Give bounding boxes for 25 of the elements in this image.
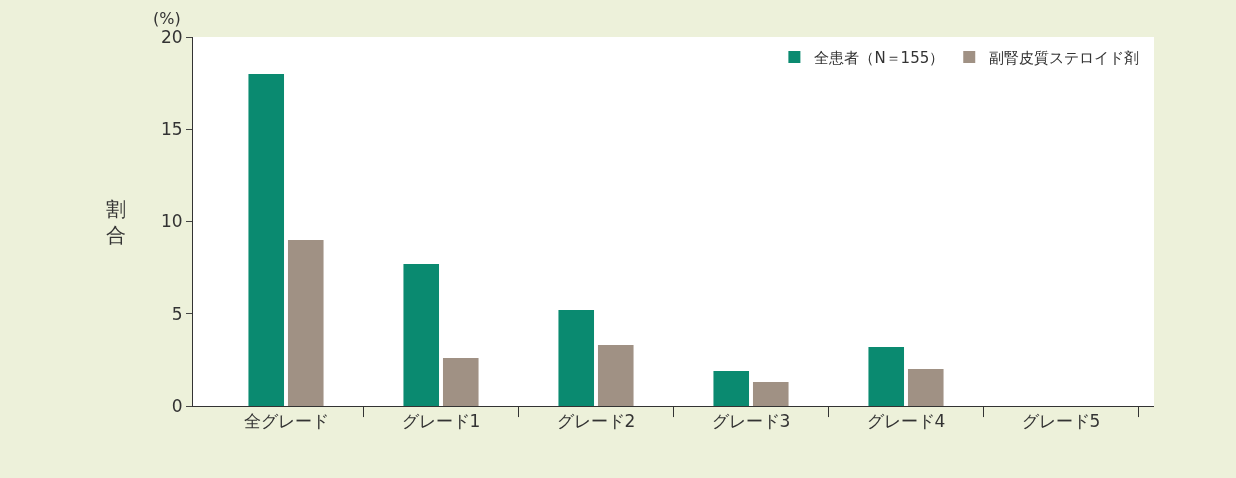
bar [907, 369, 944, 406]
x-tick-label: グレード3 [711, 411, 791, 432]
x-tick-label: 全グレード [243, 411, 329, 432]
y-tick-label: 15 [160, 119, 183, 140]
legend-label: 全患者（N＝155） [814, 48, 945, 67]
x-tick-label: グレード5 [1021, 411, 1101, 432]
y-tick-label: 20 [160, 26, 183, 47]
x-tick-label: グレード4 [866, 411, 946, 432]
bar [752, 382, 789, 406]
bar [287, 239, 324, 406]
y-tick-label: 5 [171, 303, 183, 324]
bar [558, 310, 595, 406]
bar [713, 370, 750, 406]
bar [403, 263, 440, 406]
y-axis-title: 割合 [106, 197, 126, 247]
bar [597, 345, 634, 406]
x-tick-label: グレード1 [401, 411, 481, 432]
bar [248, 73, 285, 406]
y-tick-label: 10 [160, 211, 183, 232]
x-tick-label: グレード2 [556, 411, 636, 432]
bar [868, 346, 905, 406]
legend-label: 副腎皮質ステロイド剤 [989, 48, 1140, 67]
y-tick-label: 0 [171, 395, 183, 416]
bar [442, 358, 479, 406]
text: (%) [153, 9, 181, 28]
